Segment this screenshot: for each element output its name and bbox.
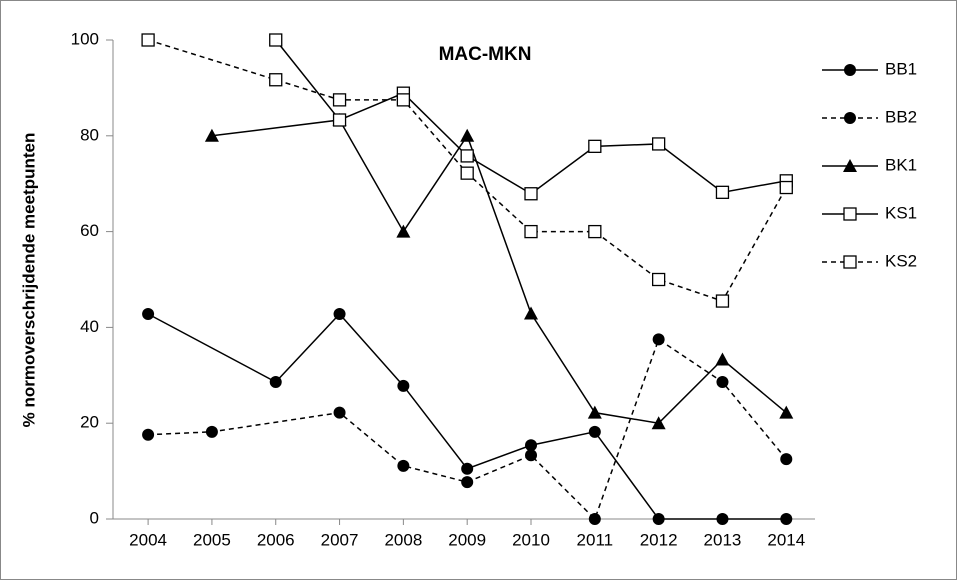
point: [525, 449, 538, 462]
point: [460, 128, 475, 142]
point: [460, 149, 474, 163]
point: [397, 379, 410, 392]
point: [333, 406, 346, 419]
y-tick-label: 0: [90, 508, 99, 527]
legend-label: KS1: [885, 203, 917, 222]
point: [141, 33, 155, 47]
x-tick-label: 2014: [767, 530, 805, 549]
y-tick-label: 20: [80, 413, 99, 432]
point: [142, 307, 155, 320]
point: [524, 224, 538, 239]
x-tick-label: 2006: [257, 530, 295, 549]
point: [715, 352, 730, 366]
legend-label: BK1: [885, 155, 917, 174]
chart-title: MAC-MKN: [439, 44, 532, 65]
point: [142, 428, 155, 441]
point: [716, 376, 729, 389]
x-tick-label: 2012: [640, 530, 678, 549]
point: [780, 453, 793, 466]
point: [524, 306, 539, 320]
x-tick-label: 2011: [577, 530, 614, 549]
point: [715, 294, 730, 308]
x-tick-label: 2008: [384, 530, 422, 549]
point: [332, 93, 347, 107]
y-tick-label: 80: [80, 125, 99, 144]
point: [716, 513, 729, 525]
point: [525, 439, 538, 452]
point: [461, 462, 474, 475]
point: [715, 185, 730, 199]
x-tick-label: 2004: [129, 530, 167, 549]
point: [397, 459, 410, 472]
point: [779, 180, 793, 195]
point: [587, 405, 602, 419]
point: [651, 137, 666, 151]
series-line: [147, 39, 787, 302]
point: [524, 187, 538, 201]
x-tick-label: 2005: [193, 530, 231, 549]
point: [396, 93, 411, 107]
point: [652, 513, 665, 525]
legend-label: KS2: [885, 251, 917, 270]
legend-label: BB2: [885, 107, 917, 126]
point: [844, 64, 856, 76]
point: [269, 73, 283, 87]
point: [651, 416, 666, 430]
point: [652, 333, 665, 346]
series-line: [147, 312, 787, 520]
point: [843, 255, 857, 269]
point: [333, 307, 346, 320]
point: [461, 476, 474, 489]
legend-label: BB1: [885, 59, 917, 78]
point: [843, 207, 857, 221]
point: [651, 272, 666, 287]
x-tick-label: 2010: [512, 530, 550, 549]
y-tick-label: 40: [80, 317, 99, 336]
x-tick-label: 2009: [448, 530, 486, 549]
point: [780, 513, 793, 525]
y-tick-label: 100: [71, 29, 99, 48]
point: [205, 425, 218, 438]
y-axis-label: % normoverschrijdende meetpunten: [19, 133, 38, 428]
point: [204, 128, 219, 142]
point: [396, 224, 411, 238]
point: [588, 513, 601, 525]
point: [588, 139, 602, 153]
point: [460, 166, 474, 180]
point: [332, 113, 347, 127]
series-line: [148, 338, 787, 521]
point: [269, 33, 283, 47]
point: [588, 425, 601, 438]
point: [843, 159, 857, 172]
point: [588, 224, 602, 239]
point: [269, 376, 282, 389]
x-tick-label: 2007: [321, 530, 359, 549]
point: [779, 405, 794, 419]
point: [844, 112, 856, 124]
y-tick-label: 60: [80, 221, 99, 240]
x-tick-label: 2013: [704, 530, 742, 549]
